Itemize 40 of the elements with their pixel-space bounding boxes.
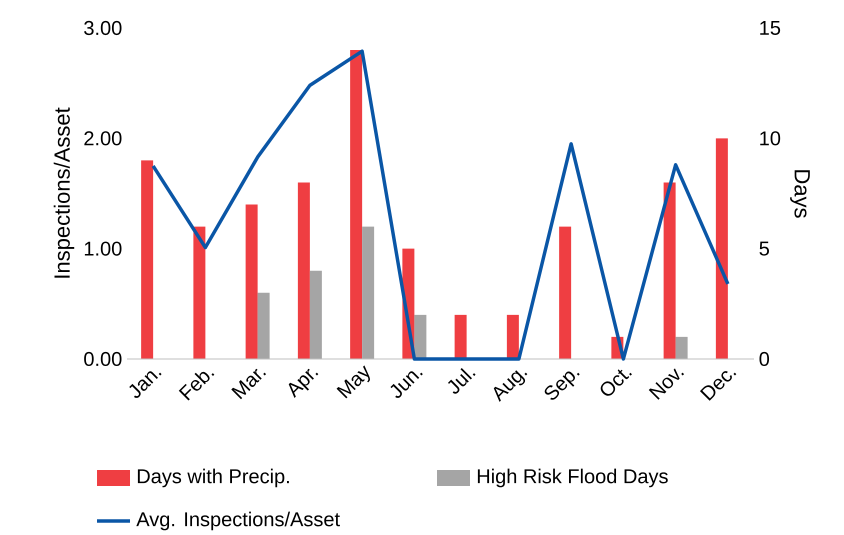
bar — [258, 292, 270, 359]
y-tick-label: 3.00 — [84, 20, 122, 36]
x-tick-label: Jul. — [448, 368, 476, 394]
x-tick-label: Jan. — [129, 371, 162, 398]
y2-axis-title: Days — [790, 170, 810, 218]
x-tick-label: Dec. — [700, 371, 736, 401]
bar — [246, 204, 258, 359]
y-tick-label: 0.00 — [84, 352, 122, 366]
y2-tick-label: 0 — [759, 352, 770, 366]
x-tick-label: Mar. — [231, 368, 266, 400]
bar — [310, 270, 322, 359]
bar — [559, 226, 572, 359]
x-tick-label: May — [336, 365, 370, 398]
legend-label: Days with Precip. — [138, 468, 289, 488]
y2-tick-label: 15 — [760, 21, 780, 35]
x-tick-label: Nov. — [648, 368, 684, 400]
bar — [454, 314, 467, 359]
bar — [676, 336, 688, 359]
bar — [716, 138, 728, 359]
x-tick-label: Oct. — [600, 369, 632, 396]
bar — [414, 314, 426, 359]
y-tick-label: 1.00 — [84, 242, 122, 256]
x-tick-label: Feb. — [178, 372, 214, 401]
legend-label: High Risk Flood Days — [478, 468, 668, 488]
bar — [362, 226, 374, 359]
bar — [298, 182, 310, 359]
bar — [664, 182, 676, 359]
x-tick-label: Sep. — [544, 372, 580, 400]
y2-tick-label: 5 — [760, 242, 769, 256]
bar — [141, 160, 154, 359]
bar — [350, 50, 362, 359]
y-axis-title: Inspections/Asset — [54, 107, 74, 278]
legend-label: Avg. Inspections/Asset — [136, 512, 340, 530]
bar — [506, 314, 519, 359]
x-tick-label: Jun. — [390, 371, 423, 398]
y2-tick-label: 10 — [760, 131, 780, 146]
x-tick-label: Apr. — [288, 368, 318, 398]
x-tick-label: Aug. — [494, 370, 528, 402]
bar — [193, 226, 206, 359]
y-tick-label: 2.00 — [84, 131, 122, 146]
